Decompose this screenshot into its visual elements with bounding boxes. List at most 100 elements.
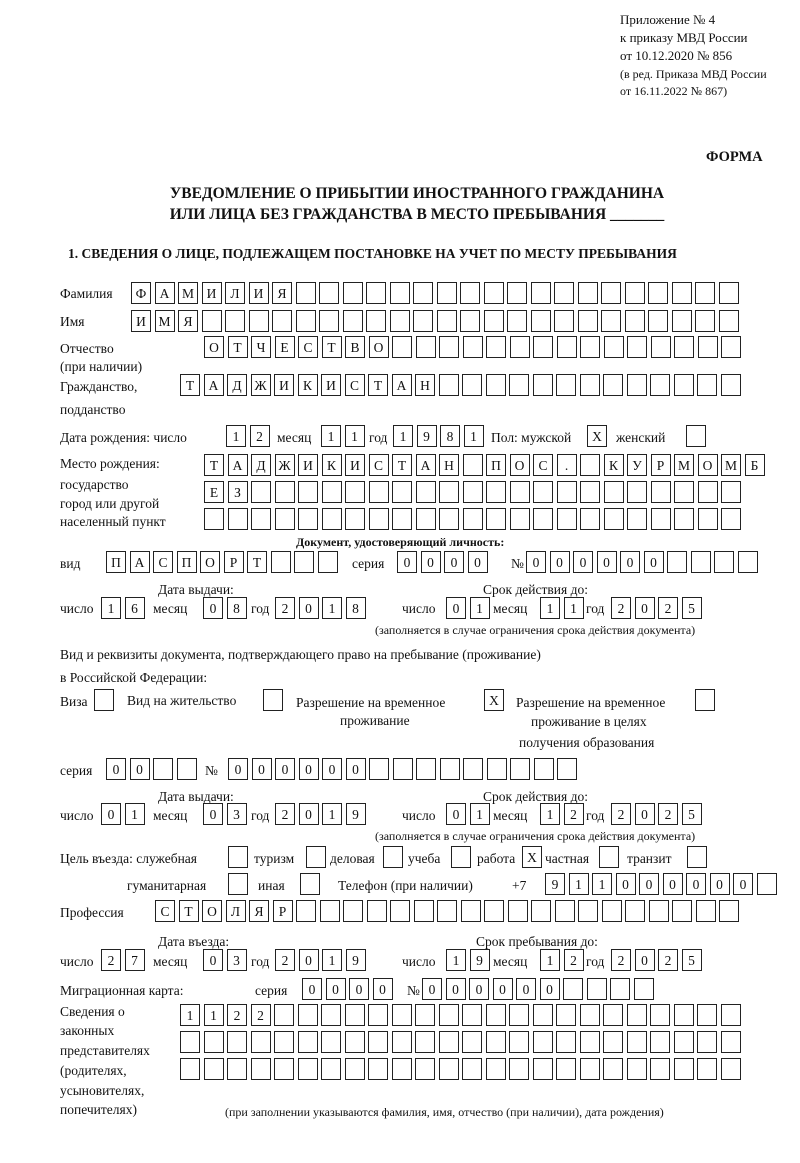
field-cell[interactable]	[695, 689, 715, 711]
field-cell[interactable]	[510, 758, 530, 780]
field-cell[interactable]	[438, 1058, 459, 1080]
field-cell[interactable]: 0	[526, 551, 546, 573]
field-cell[interactable]: У	[627, 454, 647, 476]
field-cell[interactable]: 0	[620, 551, 640, 573]
field-cell[interactable]	[391, 1031, 412, 1053]
field-cell[interactable]: 0	[325, 978, 346, 1000]
field-cell[interactable]	[624, 282, 645, 304]
field-cell[interactable]: М	[154, 310, 175, 332]
field-cell[interactable]: Б	[744, 454, 765, 476]
field-cell[interactable]: X	[484, 689, 504, 711]
field-cell[interactable]	[625, 900, 645, 922]
field-cell[interactable]	[463, 758, 483, 780]
field-cell[interactable]: 1	[540, 803, 560, 825]
field-cell[interactable]	[413, 310, 433, 332]
field-cell[interactable]: 8	[345, 597, 366, 619]
field-cell[interactable]	[369, 758, 389, 780]
field-cell[interactable]	[603, 336, 624, 358]
field-cell[interactable]: 1	[592, 873, 612, 895]
field-cell[interactable]	[601, 282, 621, 304]
field-cell[interactable]: 0	[372, 978, 393, 1000]
field-cell[interactable]: 0	[298, 803, 319, 825]
field-cell[interactable]	[227, 508, 248, 530]
field-cell[interactable]	[368, 1058, 388, 1080]
field-cell[interactable]	[626, 374, 647, 396]
field-cell[interactable]: 2	[563, 949, 584, 971]
field-cell[interactable]	[673, 1031, 694, 1053]
field-cell[interactable]	[650, 508, 671, 530]
field-cell[interactable]	[720, 1058, 741, 1080]
field-cell[interactable]: X	[522, 846, 542, 868]
field-cell[interactable]: 0	[422, 978, 442, 1000]
field-cell[interactable]	[390, 900, 410, 922]
field-cell[interactable]	[345, 481, 365, 503]
field-cell[interactable]	[462, 336, 483, 358]
field-cell[interactable]	[610, 978, 630, 1000]
field-cell[interactable]	[274, 508, 295, 530]
field-cell[interactable]: 0	[349, 978, 369, 1000]
field-cell[interactable]: 0	[492, 978, 513, 1000]
field-cell[interactable]: Т	[321, 336, 342, 358]
field-cell[interactable]	[556, 508, 577, 530]
field-cell[interactable]	[438, 1004, 459, 1026]
field-cell[interactable]: С	[298, 336, 318, 358]
field-cell[interactable]	[695, 310, 715, 332]
field-cell[interactable]	[295, 310, 316, 332]
field-cell[interactable]: 0	[596, 551, 617, 573]
field-cell[interactable]: Т	[368, 374, 388, 396]
field-cell[interactable]: 0	[302, 978, 322, 1000]
field-cell[interactable]	[272, 310, 292, 332]
field-cell[interactable]: 0	[298, 758, 319, 780]
field-cell[interactable]	[438, 374, 459, 396]
field-cell[interactable]	[462, 1004, 482, 1026]
field-cell[interactable]	[203, 1058, 224, 1080]
field-residence[interactable]	[263, 689, 287, 712]
field-cell[interactable]	[439, 508, 459, 530]
field-cell[interactable]: 0	[573, 551, 593, 573]
field-cell[interactable]	[579, 1058, 600, 1080]
field-cell[interactable]	[532, 1058, 553, 1080]
field-cell[interactable]: 1	[540, 949, 560, 971]
field-cell[interactable]: О	[509, 454, 530, 476]
field-cell[interactable]	[556, 1004, 576, 1026]
field-sex-female[interactable]	[686, 425, 710, 448]
field-cell[interactable]: 0	[469, 978, 489, 1000]
field-cell[interactable]	[721, 336, 741, 358]
field-cell[interactable]	[319, 310, 339, 332]
field-cell[interactable]	[556, 1058, 576, 1080]
field-cell[interactable]: И	[298, 454, 318, 476]
field-cell[interactable]: 3	[226, 803, 247, 825]
field-cell[interactable]	[697, 374, 717, 396]
field-cell[interactable]	[686, 425, 706, 447]
field-cell[interactable]	[342, 282, 363, 304]
field-cell[interactable]: Л	[225, 282, 245, 304]
field-cell[interactable]: 0	[322, 758, 342, 780]
field-cell[interactable]: Д	[251, 454, 271, 476]
field-cell[interactable]: 0	[446, 803, 466, 825]
field-cell[interactable]: Т	[180, 374, 200, 396]
field-cell[interactable]	[674, 508, 694, 530]
field-cell[interactable]	[626, 1031, 647, 1053]
field-cell[interactable]	[274, 1031, 294, 1053]
field-cell[interactable]: А	[415, 454, 436, 476]
field-cell[interactable]	[321, 1058, 341, 1080]
field-cell[interactable]: 0	[298, 597, 319, 619]
field-cell[interactable]	[756, 873, 777, 895]
field-cell[interactable]	[460, 310, 480, 332]
field-cell[interactable]	[697, 1058, 717, 1080]
field-cell[interactable]	[297, 1004, 318, 1026]
field-cell[interactable]	[509, 374, 529, 396]
field-cell[interactable]	[580, 454, 600, 476]
field-cell[interactable]	[507, 900, 528, 922]
field-p-other[interactable]	[300, 873, 324, 896]
field-cell[interactable]	[624, 310, 645, 332]
field-cell[interactable]	[648, 900, 669, 922]
